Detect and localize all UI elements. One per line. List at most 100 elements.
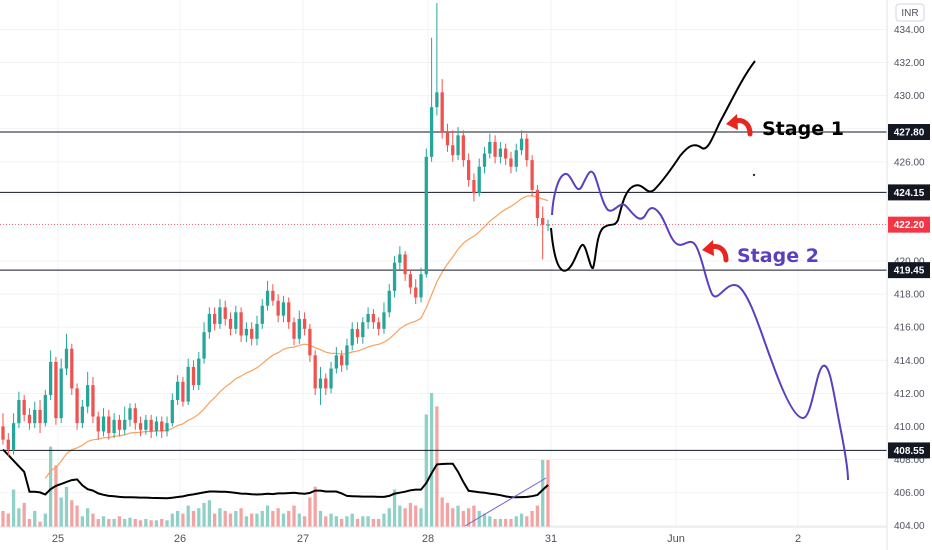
candle bbox=[466, 153, 471, 187]
stage2-projection[interactable] bbox=[551, 170, 849, 481]
candle bbox=[260, 299, 264, 329]
candle bbox=[477, 158, 481, 197]
svg-text:408.55: 408.55 bbox=[894, 446, 925, 457]
candle bbox=[419, 267, 423, 303]
volume-bar bbox=[509, 518, 513, 527]
x-tick-label: 2 bbox=[795, 533, 801, 545]
candle bbox=[461, 130, 465, 167]
volume-bar bbox=[255, 513, 259, 527]
volume-bar bbox=[48, 446, 53, 527]
x-tick-label: 28 bbox=[422, 533, 434, 545]
stage2-arrow-icon bbox=[702, 240, 729, 263]
volume-bar bbox=[482, 513, 487, 527]
svg-text:419.45: 419.45 bbox=[894, 266, 925, 277]
candle bbox=[96, 411, 100, 440]
candlesticks bbox=[1, 3, 550, 457]
candle bbox=[324, 373, 328, 396]
volume-bar bbox=[498, 518, 503, 527]
volume-bar bbox=[382, 513, 386, 527]
volume-bar bbox=[38, 521, 42, 527]
candle bbox=[59, 358, 63, 424]
candle bbox=[22, 395, 26, 422]
volume-bar bbox=[324, 516, 328, 527]
volume-bar bbox=[472, 505, 476, 527]
candle bbox=[149, 414, 153, 439]
candle bbox=[408, 269, 413, 295]
volume-bar bbox=[213, 513, 217, 527]
volume-bar bbox=[154, 520, 159, 527]
time-axis[interactable]: 25 26 27 28 31 Jun 2 bbox=[0, 526, 887, 545]
candle bbox=[424, 148, 428, 278]
volume-bar bbox=[234, 510, 238, 527]
y-tick-label: 430.00 bbox=[894, 91, 925, 102]
y-tick-label: 410.00 bbox=[894, 422, 925, 433]
volume-bar bbox=[403, 508, 407, 527]
candle bbox=[498, 141, 503, 164]
volume-bar bbox=[456, 505, 460, 527]
volume-bar bbox=[297, 513, 301, 527]
moving-average bbox=[44, 195, 549, 479]
candle bbox=[488, 133, 492, 159]
volume-bar bbox=[260, 510, 264, 527]
candle bbox=[101, 408, 106, 437]
candle bbox=[535, 184, 540, 227]
volume-bar bbox=[477, 510, 481, 527]
candle bbox=[302, 312, 307, 336]
y-tick-label: 432.00 bbox=[894, 58, 925, 69]
candle bbox=[191, 360, 196, 391]
y-tick-label: 420.00 bbox=[894, 257, 925, 268]
volume-bar bbox=[133, 518, 137, 527]
volume-bar bbox=[33, 510, 37, 527]
indicator-trend-line bbox=[464, 477, 547, 527]
candle bbox=[509, 151, 513, 174]
candle bbox=[218, 299, 222, 329]
candle bbox=[80, 399, 85, 429]
volume-bar bbox=[504, 518, 508, 527]
candle bbox=[75, 383, 79, 430]
candle bbox=[202, 322, 206, 364]
candle bbox=[228, 312, 233, 336]
candle bbox=[371, 309, 376, 329]
candle bbox=[38, 399, 42, 434]
volume-bar bbox=[17, 508, 21, 527]
volume-bar bbox=[302, 516, 307, 527]
candle bbox=[318, 366, 323, 405]
volume-bar bbox=[239, 508, 243, 527]
volume-bar bbox=[228, 513, 233, 527]
candle bbox=[546, 219, 550, 232]
stage1-projection[interactable] bbox=[550, 60, 756, 272]
candle bbox=[255, 315, 259, 346]
candle bbox=[86, 371, 90, 414]
candle bbox=[382, 302, 386, 334]
candle bbox=[308, 323, 312, 362]
ema-line bbox=[44, 195, 549, 479]
candle bbox=[530, 155, 534, 197]
volume-bar bbox=[181, 513, 185, 527]
currency-badge[interactable]: INR bbox=[895, 3, 925, 22]
volume-bar bbox=[101, 516, 106, 527]
volume-bar bbox=[6, 513, 10, 527]
volume-bar bbox=[191, 510, 196, 527]
volume-bar bbox=[340, 518, 344, 527]
y-tick-label: 418.00 bbox=[894, 290, 925, 301]
price-axis[interactable]: 404.00 406.00 408.00 410.00 412.00 414.00 416.… bbox=[886, 0, 930, 550]
volume-bar bbox=[175, 510, 180, 527]
x-tick-label: 31 bbox=[545, 533, 557, 545]
annotation-dot bbox=[752, 173, 756, 177]
y-tick-label: 406.00 bbox=[894, 488, 925, 499]
candle bbox=[519, 130, 524, 156]
volume-bar bbox=[160, 518, 164, 527]
candle bbox=[281, 295, 286, 323]
volume-bar bbox=[377, 518, 381, 527]
candle bbox=[33, 401, 37, 429]
candle bbox=[525, 133, 529, 167]
volume-bar bbox=[149, 520, 153, 527]
svg-text:424.15: 424.15 bbox=[894, 188, 925, 199]
volume-bar bbox=[445, 502, 450, 527]
volume-bar bbox=[440, 497, 444, 527]
volume-bar bbox=[207, 500, 211, 527]
candle bbox=[265, 280, 270, 311]
candle bbox=[313, 350, 317, 396]
volume-bar bbox=[287, 510, 291, 527]
